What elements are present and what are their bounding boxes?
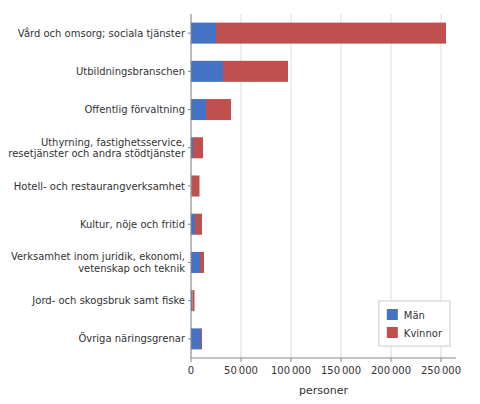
tick-mark [188, 109, 191, 110]
category-label: Verksamhet inom juridik, ekonomi,vetensk… [11, 251, 185, 274]
category-label: Utbildningsbranschen [76, 66, 185, 77]
category-label-line: Vård och omsorg; sociala tjänster [18, 27, 186, 39]
legend-frame [379, 301, 450, 346]
chart: Övriga näringsgrenar Jord- och skogsbruk … [0, 0, 480, 404]
grid-line [291, 14, 292, 358]
tick-mark [241, 358, 242, 362]
tick-label: 200 000 [371, 365, 411, 376]
bar [192, 175, 200, 196]
category-label-line: Offentlig förvaltning [84, 104, 185, 115]
tick-label: 0 [188, 365, 194, 376]
category-label-line: resetjänster och andra stödtjänster [8, 148, 186, 159]
tick-mark [188, 71, 191, 72]
tick-label: 100 000 [271, 365, 311, 376]
category-label-line: Utbildningsbranschen [76, 66, 185, 77]
category-label: Kultur, nöje och fritid [80, 219, 185, 230]
bar [191, 214, 195, 235]
legend-swatch [387, 327, 398, 338]
category-label: Offentlig förvaltning [84, 104, 185, 115]
tick-mark [391, 358, 392, 362]
tick-mark [188, 262, 191, 263]
bar [200, 252, 204, 273]
tick-mark [188, 300, 191, 301]
tick-mark [188, 338, 191, 339]
legend-swatch [387, 309, 398, 320]
category-label-line: Uthyrning, fastighetsservice, [41, 137, 185, 148]
category-label: Uthyrning, fastighetsservice,resetjänste… [8, 137, 186, 160]
category-label: Vård och omsorg; sociala tjänster [18, 27, 186, 39]
bar [223, 61, 288, 82]
tick-label: 250 000 [421, 365, 461, 376]
category-label-line: Övriga näringsgrenar [78, 332, 185, 344]
category-label-line: Kultur, nöje och fritid [80, 219, 185, 230]
category-label-line: Verksamhet inom juridik, ekonomi, [11, 251, 185, 262]
x-axis-label: personer [299, 384, 348, 397]
category-label: Hotell- och restaurangverksamhet [14, 181, 185, 192]
x-axis-line [191, 358, 456, 359]
bar [195, 214, 202, 235]
category-label: Övriga näringsgrenar [78, 332, 185, 344]
tick-mark [188, 224, 191, 225]
bar [191, 252, 200, 273]
category-label-line: Jord- och skogsbruk samt fiske [31, 295, 185, 306]
bar [191, 23, 216, 44]
bar [191, 61, 223, 82]
bar [193, 137, 203, 158]
tick-mark [188, 186, 191, 187]
tick-mark [441, 358, 442, 362]
grid-line [341, 14, 342, 358]
tick-mark [188, 33, 191, 34]
tick-mark [188, 147, 191, 148]
tick-label: 50 000 [224, 365, 258, 376]
tick-mark [341, 358, 342, 362]
bar [191, 328, 201, 349]
legend: Män Kvinnor [379, 301, 450, 346]
bar [191, 99, 206, 120]
legend-label: Män [404, 310, 425, 321]
tick-mark [291, 358, 292, 362]
legend-label: Kvinnor [404, 328, 443, 339]
category-label-line: vetenskap och teknik [78, 263, 185, 274]
bar [216, 23, 446, 44]
x-axis: 0 50 000 100 000 150 000 200 000 250 000 [188, 358, 461, 376]
category-label: Jord- och skogsbruk samt fiske [31, 295, 185, 306]
bar [201, 328, 202, 349]
bar [193, 290, 195, 311]
bars [191, 23, 446, 350]
tick-mark [191, 358, 192, 362]
category-label-line: Hotell- och restaurangverksamhet [14, 181, 185, 192]
tick-label: 150 000 [321, 365, 361, 376]
bar [206, 99, 231, 120]
